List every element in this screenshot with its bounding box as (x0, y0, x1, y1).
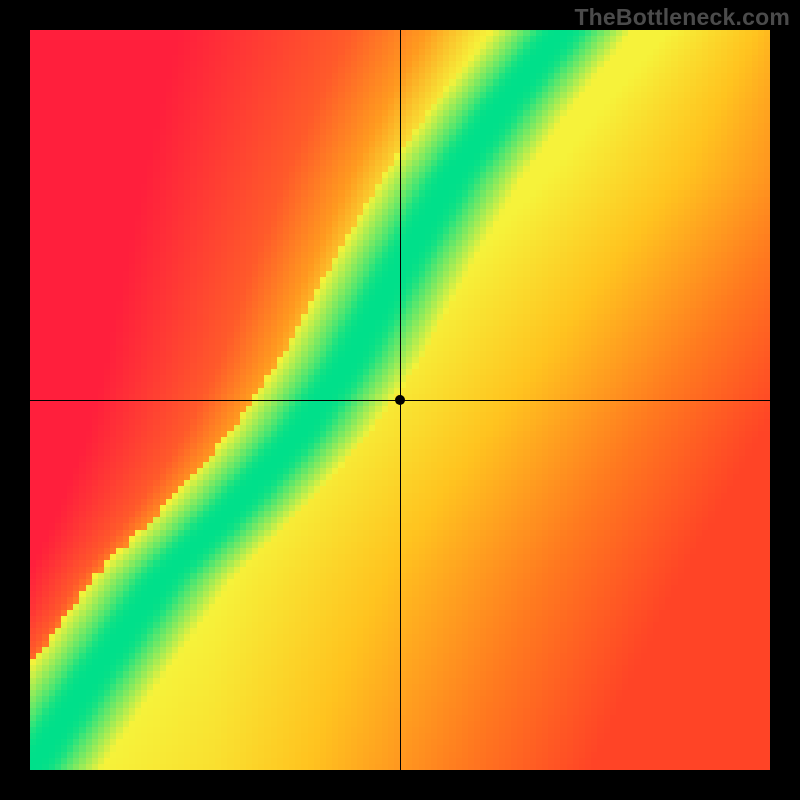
watermark-text: TheBottleneck.com (574, 4, 790, 31)
crosshair-overlay (0, 0, 800, 800)
